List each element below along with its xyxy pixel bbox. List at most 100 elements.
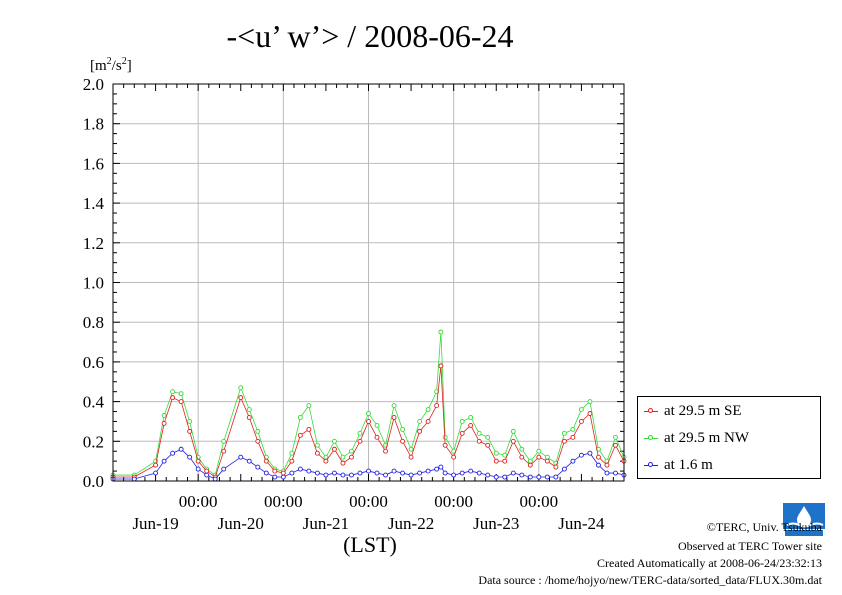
data-point [297, 415, 303, 420]
credit-created: Created Automatically at 2008-06-24/23:3… [597, 556, 822, 570]
data-point [331, 438, 337, 444]
y-tick-label: 0.2 [83, 432, 104, 451]
data-series [110, 329, 627, 482]
data-point [408, 472, 414, 478]
series-line [113, 332, 625, 476]
data-point [331, 470, 337, 476]
x-tick-label-time: 00:00 [264, 492, 303, 511]
data-point [468, 468, 474, 474]
data-point [442, 442, 448, 448]
data-point [246, 407, 252, 412]
data-point [212, 476, 218, 482]
data-point [340, 472, 346, 478]
data-point [255, 438, 261, 444]
y-tick-label: 0.0 [83, 472, 104, 491]
data-point [604, 470, 610, 476]
data-point [561, 466, 567, 472]
y-tick-label: 1.2 [83, 234, 104, 253]
data-point [366, 468, 371, 474]
data-point [536, 474, 542, 480]
data-point [195, 466, 201, 472]
data-point [161, 458, 167, 464]
data-point [578, 452, 584, 458]
x-tick-label-time: 00:00 [434, 492, 473, 511]
data-point [587, 411, 593, 416]
data-point [280, 474, 286, 480]
data-point [485, 434, 491, 440]
data-point [306, 468, 312, 474]
data-point [553, 464, 559, 470]
y-unit-label: [m2/s2] [90, 56, 132, 74]
data-point [178, 399, 184, 405]
data-point [161, 420, 167, 426]
series-line [113, 365, 625, 478]
legend-item-nw: at 29.5 m NW [644, 428, 749, 448]
data-point [323, 472, 329, 478]
x-axis-label: (LST) [343, 532, 397, 557]
y-tick-label: 1.6 [83, 154, 104, 173]
data-point [527, 462, 533, 468]
data-point [161, 413, 167, 418]
data-point [280, 470, 286, 476]
data-point [289, 458, 295, 464]
data-point [417, 428, 423, 434]
data-point [331, 446, 337, 452]
data-point [238, 385, 244, 391]
data-point [578, 407, 584, 412]
x-tick-label-date: Jun-22 [388, 514, 434, 533]
x-tick-label-date: Jun-21 [303, 514, 349, 533]
data-point [221, 466, 227, 472]
y-tick-label: 2.0 [83, 75, 104, 94]
data-point [510, 428, 516, 434]
data-point [391, 468, 397, 474]
data-point [204, 468, 210, 474]
data-point [519, 454, 525, 460]
data-point [374, 470, 380, 476]
data-point [476, 470, 482, 476]
data-point [272, 468, 278, 474]
data-point [476, 430, 482, 436]
data-point [502, 452, 508, 458]
data-point [570, 458, 576, 464]
data-point [434, 466, 440, 472]
data-point [442, 470, 448, 476]
data-point [323, 458, 329, 464]
data-point [425, 419, 431, 424]
y-tick-label: 1.0 [83, 274, 104, 293]
x-tick-label-date: Jun-24 [558, 514, 605, 533]
data-point [255, 464, 261, 470]
data-point [297, 432, 303, 438]
data-point [374, 422, 380, 428]
data-point [246, 415, 252, 420]
data-point [340, 460, 346, 466]
data-point [417, 470, 423, 476]
chart-title: -<u’ w’> / 2008-06-24 [227, 18, 514, 54]
data-point [561, 430, 567, 436]
data-point [553, 474, 559, 480]
data-point [468, 415, 474, 420]
data-point [314, 442, 320, 448]
x-tick-label-date: Jun-19 [132, 514, 178, 533]
data-point [366, 419, 371, 424]
data-point [613, 442, 618, 448]
x-tick-label-time: 00:00 [349, 492, 388, 511]
data-point [519, 472, 525, 478]
data-point [536, 448, 542, 454]
data-point [570, 426, 576, 432]
credit-observed: Observed at TERC Tower site [677, 539, 822, 553]
data-point [178, 446, 184, 452]
data-point [510, 470, 516, 476]
data-point [238, 454, 244, 460]
terc-logo-icon [783, 503, 825, 537]
data-point [438, 329, 444, 335]
data-point [366, 411, 371, 416]
credit-datasource: Data source : /home/hojyo/new/TERC-data/… [478, 573, 822, 587]
data-point [349, 472, 354, 478]
data-point [408, 446, 414, 452]
data-point [357, 470, 363, 476]
data-point [263, 458, 269, 464]
data-point [408, 454, 414, 460]
data-point [289, 450, 295, 456]
